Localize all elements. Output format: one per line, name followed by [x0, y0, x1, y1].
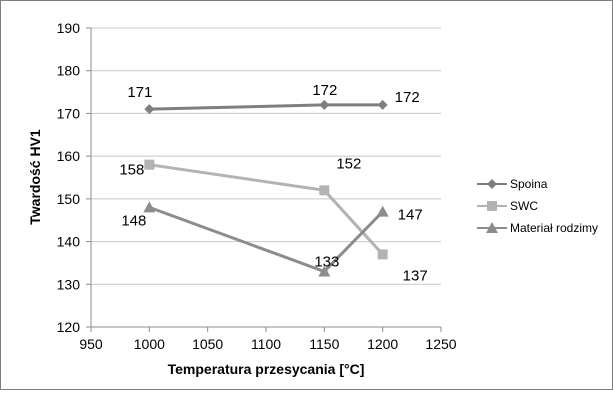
data-label: 137	[403, 267, 428, 284]
data-label: 171	[127, 84, 152, 101]
data-label: 152	[336, 155, 361, 172]
series-line-1	[149, 163, 384, 256]
legend-label: Materiał rodzimy	[510, 221, 598, 235]
y-tick-label: 160	[57, 148, 81, 164]
data-point-1-1	[319, 185, 330, 196]
y-tick-label: 120	[57, 319, 81, 335]
data-point-2-1	[318, 265, 331, 277]
legend-marker-0	[487, 179, 497, 189]
x-axis-title: Temperatura przesycania [°C]	[168, 361, 365, 377]
data-point-1-2	[377, 249, 388, 260]
data-label: 172	[312, 82, 337, 99]
x-tick-label: 1200	[367, 336, 398, 352]
legend-label: SWC	[510, 199, 538, 213]
data-label: 148	[121, 212, 146, 229]
data-point-0-1	[319, 99, 330, 110]
legend-marker-1	[487, 201, 497, 211]
y-tick-label: 180	[57, 63, 81, 79]
series-line-0	[149, 103, 383, 111]
y-tick-label: 130	[57, 276, 81, 292]
data-point-2-0	[143, 201, 156, 213]
data-point-0-2	[377, 99, 388, 110]
data-label: 158	[119, 162, 144, 179]
y-tick-label: 150	[57, 191, 81, 207]
data-point-1-0	[144, 159, 155, 170]
series-layer	[143, 99, 389, 277]
data-point-2-2	[376, 205, 389, 217]
data-label: 172	[395, 89, 420, 106]
data-point-0-0	[144, 104, 155, 115]
y-tick-label: 170	[57, 105, 81, 121]
x-tick-label: 950	[79, 336, 103, 352]
y-tick-label: 190	[57, 20, 81, 36]
x-tick-label: 1100	[251, 336, 281, 352]
data-label: 147	[398, 207, 423, 224]
legend-label: Spoina	[510, 177, 548, 191]
gridlines	[91, 27, 441, 285]
legend: Spoina SWC Materiał rodzimy	[477, 177, 598, 235]
data-label: 133	[314, 253, 339, 270]
y-axis-title: Twardość HV1	[27, 129, 43, 225]
x-tick-label: 1000	[134, 336, 165, 352]
x-tick-label: 1150	[309, 336, 339, 352]
tick-labels: 120 130 140 150 160 170 180 190 950 1000 1050 1100 1…	[57, 20, 457, 352]
data-labels: 171 172 172 158 152 137 148 133 147	[119, 82, 427, 285]
legend-marker-2	[486, 222, 498, 233]
x-tick-label: 1050	[192, 336, 223, 352]
y-tick-label: 140	[57, 234, 81, 250]
x-tick-label: 1250	[425, 336, 456, 352]
